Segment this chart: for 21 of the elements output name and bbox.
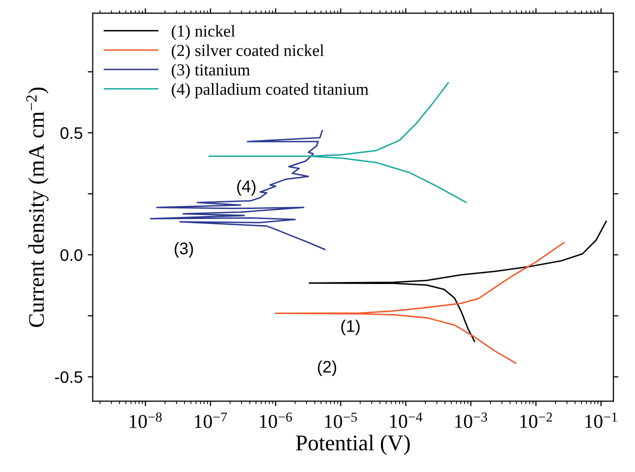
- x-tick-label: 10$^{−5}$: [325, 412, 357, 428]
- legend-label: (4) palladium coated titanium: [172, 83, 368, 98]
- annotation: (2): [318, 360, 336, 376]
- x-tick-label: 10$^{−7}$: [194, 412, 227, 428]
- y-tick-label: 0.0: [60, 249, 82, 261]
- x-tick-label: 10$^{−1}$: [585, 412, 617, 428]
- y-tick-label: -0.5: [55, 371, 82, 383]
- y-tick-label: 0.5: [60, 127, 82, 139]
- x-tick-label: 10$^{−3}$: [455, 412, 488, 428]
- legend-label: (2) silver coated nickel: [172, 44, 324, 60]
- x-tick-label: 10$^{−6}$: [260, 412, 292, 428]
- annotation: (4): [237, 180, 256, 196]
- x-tick-label: 10$^{−8}$: [130, 412, 162, 428]
- legend-label: (1) nickel: [172, 24, 236, 40]
- y-axis-title: Current density (mA cm$^{−2}$): [26, 88, 49, 327]
- legend-label: (3) titanium: [172, 64, 250, 79]
- annotation: (1): [341, 320, 360, 336]
- x-tick-label: 10$^{−2}$: [520, 412, 552, 428]
- x-tick-label: 10$^{−4}$: [390, 412, 422, 428]
- annotation: (3): [174, 242, 193, 258]
- x-axis-title: Potential (V): [296, 434, 410, 455]
